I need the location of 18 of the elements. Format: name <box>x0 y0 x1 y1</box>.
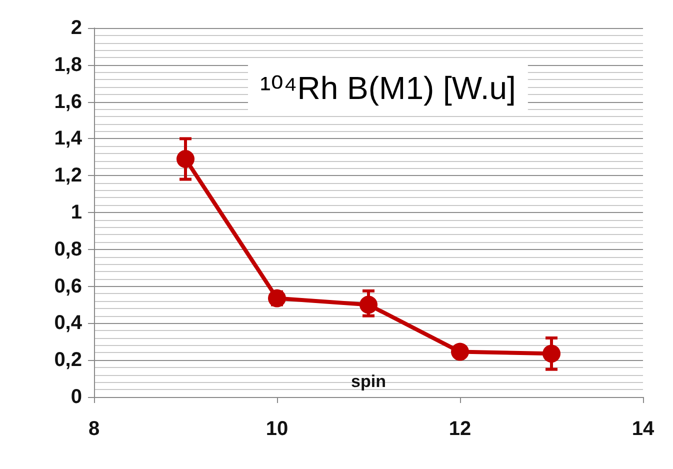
x-tick-label: 8 <box>88 418 100 440</box>
y-tick-label: 0 <box>70 386 82 408</box>
y-tick-label: 2 <box>70 17 82 39</box>
y-tick-label: 0,4 <box>54 312 83 334</box>
y-tick-label: 0,2 <box>54 349 82 372</box>
text: ¹⁰⁴Rh B(M1) [W.u] <box>260 70 516 106</box>
x-tick-label: 12 <box>448 418 472 440</box>
point <box>451 342 469 361</box>
x-tick-label: 14 <box>632 418 655 440</box>
y-tick-label: 1,6 <box>54 90 82 113</box>
y-tick-label: 0,6 <box>54 275 82 298</box>
y-tick-label: 1 <box>70 202 82 224</box>
x-tick-label: 10 <box>266 418 288 440</box>
x-axis-title: spin <box>351 372 386 391</box>
y-tick-label: 1,4 <box>54 128 83 150</box>
y-tick-label: 1,2 <box>54 164 82 187</box>
y-tick-label: 1,8 <box>54 54 82 76</box>
y-tick-label: 0,8 <box>54 238 82 260</box>
